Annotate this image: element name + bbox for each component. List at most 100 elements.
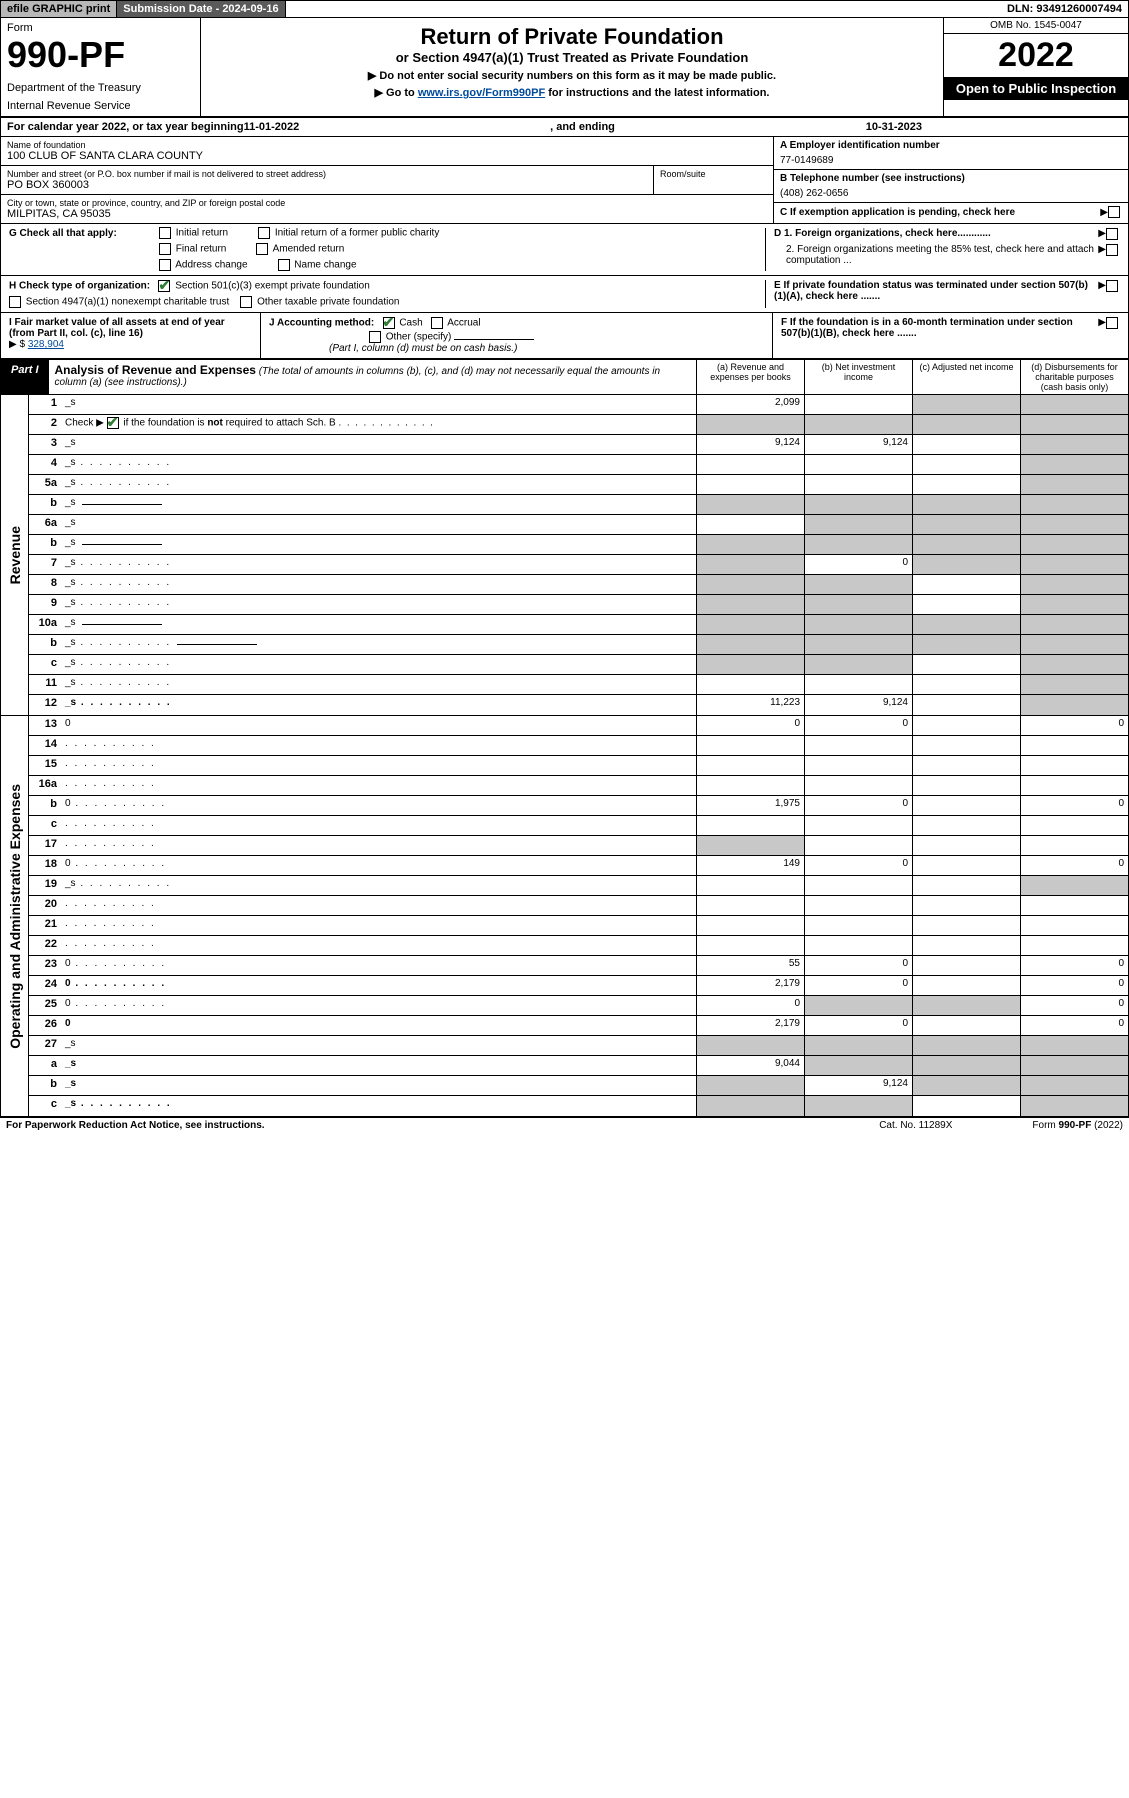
g-d-row: G Check all that apply: Initial return I… [0,224,1129,276]
part-1-tag: Part I [1,360,49,394]
row-desc [61,916,696,935]
cell-c [912,395,1020,414]
j-other-checkbox[interactable] [369,331,381,343]
arrow-icon: ▶ [1100,207,1108,218]
cell-b [804,415,912,434]
cell-a [696,635,804,654]
row-number: 17 [29,836,61,855]
row-number: 26 [29,1016,61,1035]
row-number: 21 [29,916,61,935]
row-number: 18 [29,856,61,875]
f-checkbox[interactable] [1106,317,1118,329]
cell-d [1020,455,1128,474]
cell-a [696,756,804,775]
irs-label: Internal Revenue Service [7,100,194,112]
cell-b [804,836,912,855]
cell-d [1020,916,1128,935]
table-row: 10a_s [29,615,1128,635]
g-amended-checkbox[interactable] [256,243,268,255]
table-row: b_s [29,635,1128,655]
i-value[interactable]: 328,904 [28,339,64,350]
schb-checkbox[interactable] [107,417,119,429]
form-link[interactable]: www.irs.gov/Form990PF [418,87,545,99]
g-initial-former-checkbox[interactable] [258,227,270,239]
cell-d: 0 [1020,996,1128,1015]
cell-c [912,575,1020,594]
d2-checkbox[interactable] [1106,244,1118,256]
table-row: 27_s [29,1036,1128,1056]
cell-d [1020,776,1128,795]
j-cash-checkbox[interactable] [383,317,395,329]
cell-c [912,1096,1020,1116]
cell-a: 11,223 [696,695,804,715]
cell-b: 0 [804,856,912,875]
g-final-checkbox[interactable] [159,243,171,255]
row-desc: _s [61,1056,696,1075]
row-number: 8 [29,575,61,594]
d1-checkbox[interactable] [1106,228,1118,240]
row-number: 14 [29,736,61,755]
row-number: 3 [29,435,61,454]
cell-a: 2,179 [696,976,804,995]
cell-a [696,916,804,935]
cell-c [912,796,1020,815]
cat-no: Cat. No. 11289X [879,1120,952,1131]
cell-d [1020,595,1128,614]
cell-b [804,595,912,614]
cell-b: 0 [804,956,912,975]
cell-c [912,856,1020,875]
revenue-side-label: Revenue [7,526,23,584]
d1-label: D 1. Foreign organizations, check here..… [774,228,1098,240]
col-c-header: (c) Adjusted net income [912,360,1020,394]
row-number: 13 [29,716,61,735]
row-desc: _s [61,1076,696,1095]
row-desc: _s [61,1096,696,1116]
h-4947-checkbox[interactable] [9,296,21,308]
cell-a: 2,179 [696,1016,804,1035]
cell-a [696,415,804,434]
row-number: c [29,655,61,674]
cell-c [912,1036,1020,1055]
h-501c3-checkbox[interactable] [158,280,170,292]
table-row: c [29,816,1128,836]
cell-b [804,1096,912,1116]
table-row: 4_s [29,455,1128,475]
table-row: 19_s [29,876,1128,896]
row-desc: _s [61,655,696,674]
c-checkbox[interactable] [1108,206,1120,218]
row-number: 9 [29,595,61,614]
row-desc [61,736,696,755]
cell-a [696,936,804,955]
form-number: 990-PF [7,34,194,76]
cell-b [804,655,912,674]
omb-number: OMB No. 1545-0047 [944,18,1128,34]
city-label: City or town, state or province, country… [7,198,285,208]
row-desc: 0 [61,796,696,815]
tax-year: 2022 [944,34,1128,77]
table-row: 17 [29,836,1128,856]
cell-a [696,736,804,755]
paperwork-notice: For Paperwork Reduction Act Notice, see … [6,1120,265,1131]
g-name-checkbox[interactable] [278,259,290,271]
cell-b [804,475,912,494]
j-accrual-checkbox[interactable] [431,317,443,329]
cell-c [912,916,1020,935]
form-label: Form [7,22,194,34]
cell-d [1020,1096,1128,1116]
table-row: 12_s11,2239,124 [29,695,1128,715]
cell-c [912,976,1020,995]
h-other-checkbox[interactable] [240,296,252,308]
g-address-checkbox[interactable] [159,259,171,271]
ein-value: 77-0149689 [780,155,1122,166]
form-subtitle: or Section 4947(a)(1) Trust Treated as P… [207,50,937,65]
dln: DLN: 93491260007494 [1001,1,1128,17]
table-row: b_s [29,535,1128,555]
e-label: E If private foundation status was termi… [774,280,1098,302]
row-number: 27 [29,1036,61,1055]
e-checkbox[interactable] [1106,280,1118,292]
foundation-name: 100 CLUB OF SANTA CLARA COUNTY [7,150,767,162]
efile-label[interactable]: efile GRAPHIC print [1,1,117,17]
g-initial-checkbox[interactable] [159,227,171,239]
cell-d: 0 [1020,856,1128,875]
page-footer: For Paperwork Reduction Act Notice, see … [0,1117,1129,1133]
